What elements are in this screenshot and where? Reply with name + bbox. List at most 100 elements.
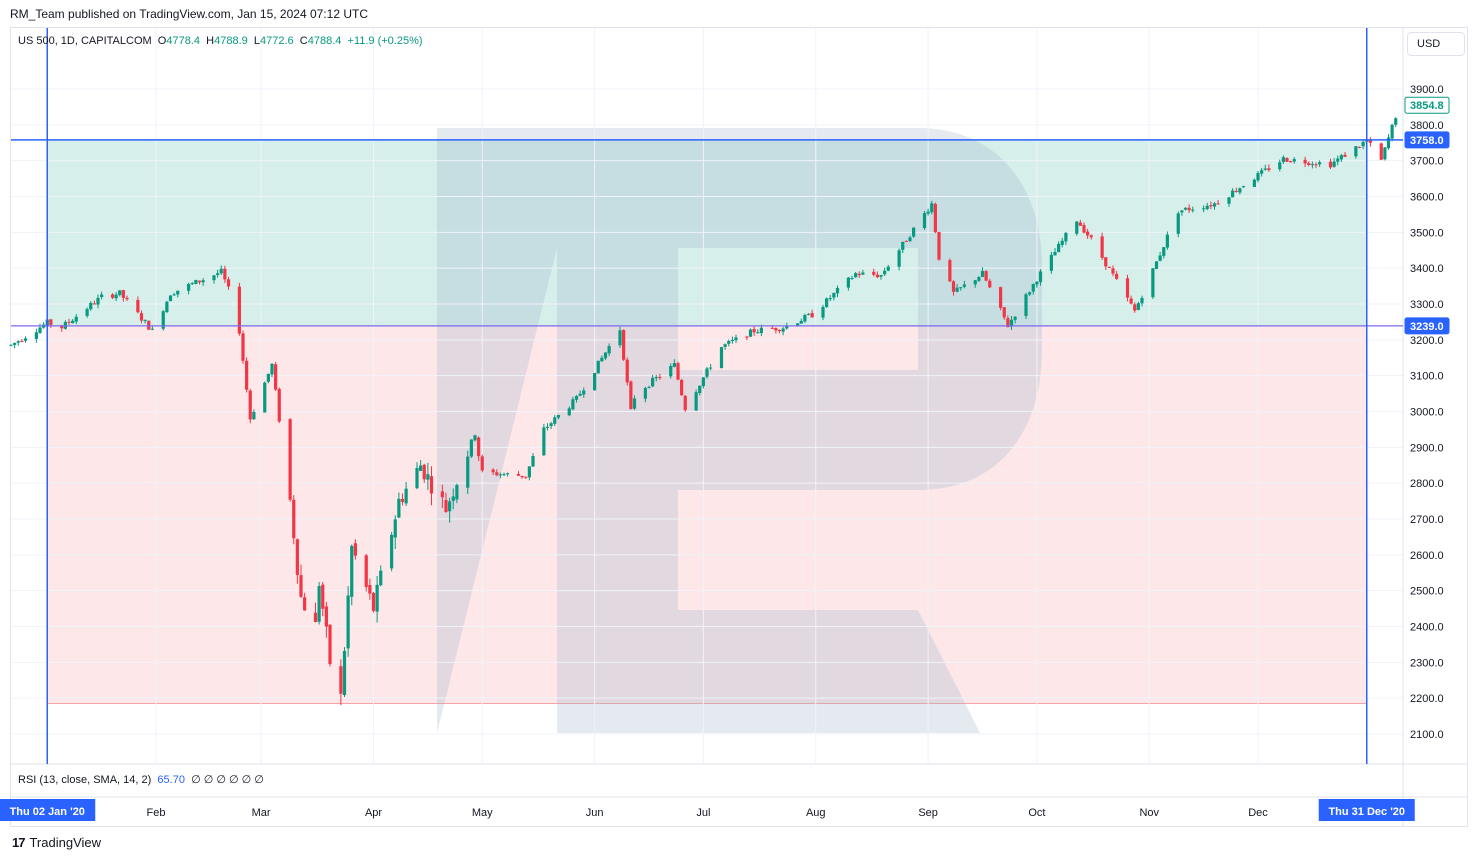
candle	[705, 366, 709, 379]
candle-body	[74, 316, 78, 322]
candle-body	[313, 612, 318, 622]
candle	[1263, 164, 1267, 171]
candle	[241, 330, 245, 364]
candle-body	[114, 294, 118, 299]
candle-body	[629, 381, 633, 409]
candle	[1180, 210, 1184, 216]
candle	[219, 265, 223, 275]
candle	[694, 389, 698, 412]
candle	[683, 394, 687, 412]
candle	[390, 531, 394, 572]
time-tick-label: Dec	[1248, 807, 1268, 819]
candle	[353, 539, 357, 560]
price-tick-label: 2700.0	[1410, 514, 1444, 526]
current-price-tag: 3854.8	[1404, 96, 1450, 114]
candle-body	[886, 266, 890, 271]
candle-body	[1028, 292, 1032, 295]
candle	[245, 357, 249, 393]
candle-body	[339, 666, 343, 694]
footer-brand[interactable]: 17 TradingView	[12, 835, 101, 850]
candle-body	[110, 294, 115, 298]
candle-body	[9, 344, 13, 346]
candle-body	[1129, 298, 1133, 304]
candle	[1292, 157, 1296, 164]
candle-body	[683, 395, 687, 411]
candle	[339, 659, 343, 706]
candle-body	[1191, 209, 1195, 211]
candle-body	[176, 290, 180, 295]
candle-body	[1013, 316, 1017, 320]
candle	[803, 313, 807, 324]
candle	[172, 292, 176, 296]
candle-body	[897, 250, 901, 267]
candle	[1024, 292, 1028, 319]
candle-body	[49, 319, 53, 325]
candle	[303, 592, 307, 611]
candle-body	[67, 321, 71, 323]
upper-level-tag-text: 3758.0	[1410, 135, 1444, 147]
candle-body	[861, 272, 865, 275]
candle	[948, 258, 952, 283]
rsi-placeholders: ∅ ∅ ∅ ∅ ∅ ∅	[191, 774, 264, 786]
candle	[669, 363, 673, 379]
candle-body	[723, 344, 727, 347]
candle	[1009, 316, 1014, 331]
candle	[498, 472, 502, 479]
time-tick-label: May	[472, 807, 493, 819]
candle	[531, 453, 535, 467]
candle	[415, 462, 419, 490]
candle	[520, 475, 524, 479]
candle	[647, 385, 651, 389]
candle	[651, 374, 655, 388]
candle-body	[1060, 240, 1064, 245]
candle-body	[495, 472, 499, 476]
candle-body	[593, 373, 597, 391]
candle	[556, 414, 560, 420]
candle-body	[1339, 155, 1343, 160]
candle	[825, 297, 829, 308]
candle-body	[1104, 257, 1108, 267]
candle-body	[607, 346, 611, 354]
close-value: 4788.4	[307, 35, 342, 47]
candle-body	[999, 287, 1003, 308]
tradingview-logo-icon: 17	[12, 835, 26, 850]
candle-body	[1354, 146, 1358, 157]
candle-body	[480, 456, 484, 471]
candle	[603, 352, 608, 361]
candle-body	[730, 340, 734, 342]
candle	[701, 377, 705, 389]
candle-body	[1049, 254, 1053, 271]
candle	[292, 495, 296, 545]
candle	[549, 421, 553, 430]
candle	[20, 339, 24, 343]
time-tick-label: Jul	[696, 807, 710, 819]
candle	[846, 276, 850, 291]
candle	[1002, 307, 1006, 320]
candle-body	[241, 333, 245, 361]
symbol-legend[interactable]: US 500, 1D, CAPITALCOM O4778.4 H4788.9 L…	[18, 35, 423, 47]
candle-body	[948, 260, 952, 282]
candle	[364, 553, 368, 592]
candle-body	[937, 231, 941, 260]
candle	[1125, 274, 1130, 302]
candle	[469, 439, 473, 458]
profit-zone	[47, 139, 1367, 326]
candle-body	[448, 501, 452, 512]
candle-body	[1303, 159, 1307, 164]
candle-body	[252, 411, 256, 420]
candle	[607, 343, 611, 357]
candle	[440, 484, 444, 508]
candle	[1328, 158, 1333, 169]
current-price-tag-box	[1404, 96, 1450, 114]
watermark-r-leg	[678, 610, 980, 733]
candle	[1256, 171, 1260, 183]
candle	[1133, 302, 1137, 313]
currency-button[interactable]: USD	[1407, 32, 1465, 56]
candle-body	[473, 435, 477, 441]
rsi-legend[interactable]: RSI (13, close, SMA, 14, 2) 65.70 ∅ ∅ ∅ …	[18, 773, 264, 786]
candle-body	[959, 287, 963, 289]
candle	[288, 418, 292, 502]
candle	[118, 290, 122, 297]
candle-body	[1278, 162, 1282, 170]
